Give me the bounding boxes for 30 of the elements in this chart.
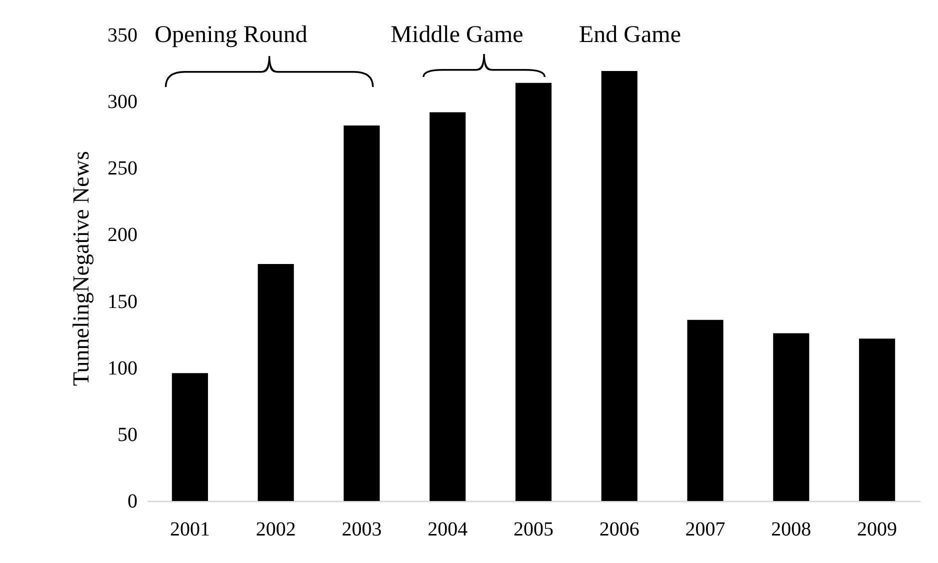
y-tick-label: 50 (118, 424, 138, 446)
bar (859, 338, 896, 501)
y-tick-label: 300 (108, 91, 138, 114)
bar (515, 82, 552, 501)
bar (687, 320, 724, 501)
y-tick-label: 250 (108, 158, 138, 180)
annotation: End Game (579, 22, 681, 48)
y-tick-label: 350 (108, 24, 138, 46)
x-tick-label: 2007 (685, 518, 726, 540)
bar (430, 112, 466, 501)
x-tick-label: 2004 (428, 518, 468, 540)
bar (172, 373, 208, 501)
x-tick-label: 2008 (771, 518, 812, 540)
bar (258, 264, 294, 501)
annotation: Opening Round (154, 22, 308, 48)
y-tick-label: 0 (128, 490, 138, 512)
x-tick-label: 2009 (857, 518, 898, 540)
x-tick-label: 2005 (514, 518, 554, 540)
y-tick-label: 100 (108, 357, 138, 380)
annotation: Middle Game (390, 22, 524, 48)
y-axis-title: TunnelingNegative News (68, 151, 94, 386)
y-tick-label: 200 (108, 224, 138, 246)
x-tick-label: 2006 (599, 518, 640, 540)
bar (601, 70, 638, 501)
x-tick-label: 2002 (256, 518, 296, 540)
y-tick-label: 150 (108, 290, 138, 313)
x-tick-label: 2001 (170, 518, 210, 540)
bar (344, 126, 380, 501)
x-tick-label: 2003 (342, 518, 382, 540)
bar (773, 333, 810, 501)
